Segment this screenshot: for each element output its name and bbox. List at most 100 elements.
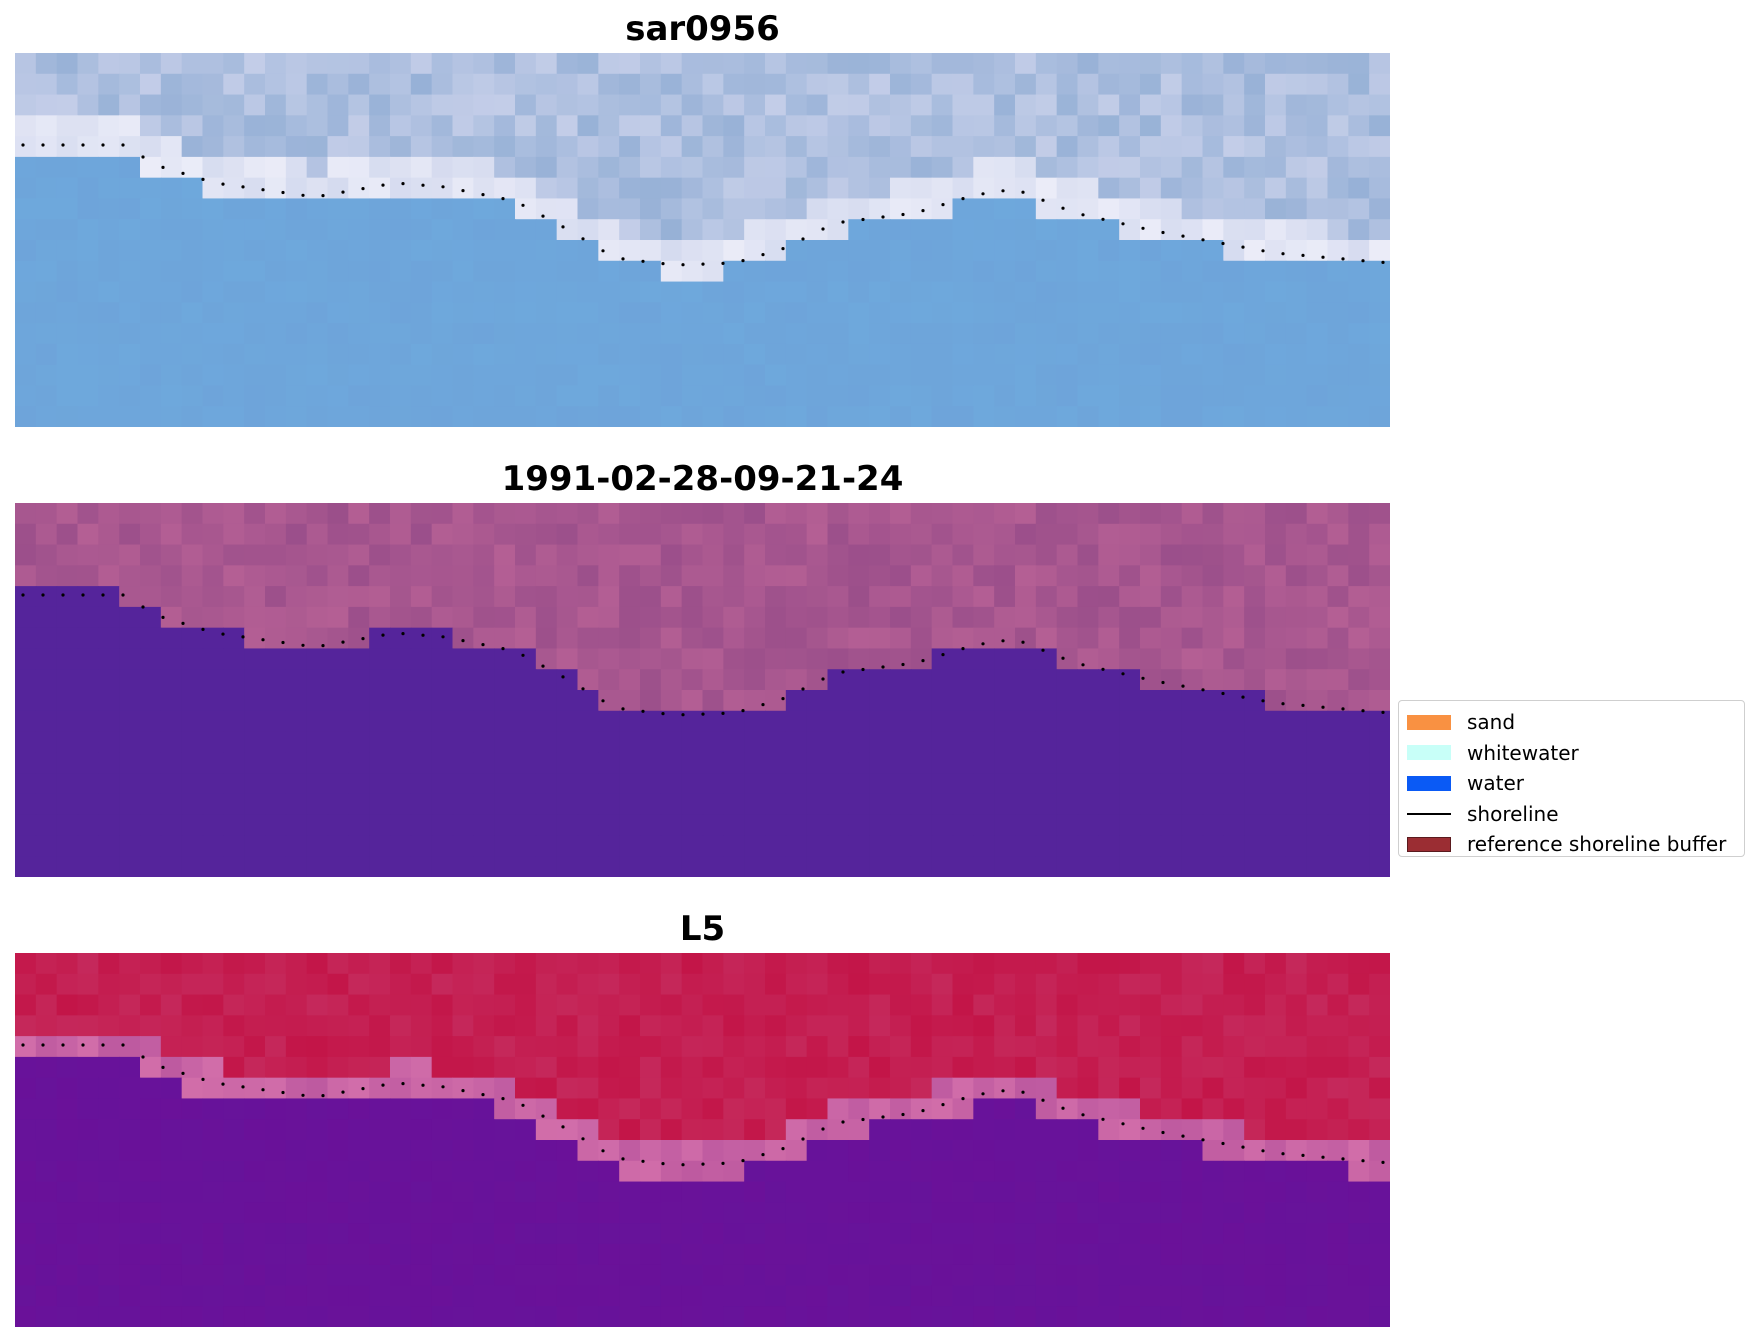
pixel-cell (160, 1036, 183, 1058)
pixel-cell (869, 586, 891, 608)
pixel-cell (431, 565, 454, 587)
pixel-cell (140, 814, 162, 837)
shoreline-point (981, 1092, 985, 1096)
pixel-cell (285, 1223, 308, 1245)
pixel-cell (1327, 1140, 1349, 1162)
pixel-cell (827, 1140, 849, 1162)
pixel-cell (265, 1223, 287, 1245)
pixel-cell (827, 156, 849, 179)
pixel-cell (473, 1098, 495, 1120)
pixel-cell (1077, 690, 1099, 712)
pixel-cell (285, 94, 308, 116)
pixel-cell (98, 690, 120, 712)
pixel-cell (1056, 1119, 1079, 1141)
pixel-cell (619, 1056, 641, 1079)
pixel-cell (1348, 302, 1370, 324)
pixel-cell (785, 302, 808, 324)
shoreline-point (801, 687, 805, 691)
pixel-cell (1306, 73, 1329, 96)
pixel-cell (931, 953, 954, 975)
pixel-cell (535, 606, 558, 629)
pixel-cell (765, 1243, 787, 1266)
pixel-cell (1348, 53, 1370, 75)
pixel-cell (285, 177, 308, 200)
pixel-cell (848, 648, 870, 670)
pixel-cell (56, 669, 79, 691)
pixel-cell (56, 1181, 79, 1203)
pixel-cell (1098, 219, 1120, 241)
pixel-cell (973, 343, 995, 366)
pixel-cell (1285, 503, 1308, 525)
pixel-cell (285, 648, 308, 670)
pixel-cell (1015, 343, 1037, 366)
pixel-cell (202, 710, 224, 733)
pixel-cell (785, 835, 808, 857)
pixel-cell (1056, 752, 1079, 774)
pixel-cell (619, 364, 641, 387)
shoreline-point (521, 1103, 525, 1107)
pixel-cell (265, 1098, 287, 1120)
pixel-cell (1327, 793, 1349, 816)
pixel-cell (848, 1036, 870, 1058)
pixel-cell (848, 565, 870, 587)
pixel-cell (556, 260, 579, 283)
pixel-cell (181, 953, 204, 975)
pixel-cell (98, 115, 120, 137)
pixel-cell (1244, 53, 1266, 75)
pixel-cell (98, 1202, 120, 1224)
pixel-cell (56, 177, 79, 200)
pixel-cell (98, 710, 120, 733)
pixel-cell (98, 219, 120, 241)
pixel-cell (765, 94, 787, 116)
pixel-cell (890, 1119, 912, 1141)
pixel-cell (785, 136, 808, 158)
pixel-cell (1285, 814, 1308, 837)
pixel-cell (431, 1306, 454, 1327)
pixel-cell (765, 364, 787, 387)
pixel-cell (1265, 565, 1287, 587)
pixel-cell (869, 1015, 891, 1037)
pixel-cell (1077, 136, 1099, 158)
pixel-cell (223, 793, 245, 816)
pixel-cell (598, 565, 620, 587)
pixel-cell (473, 627, 495, 650)
pixel-cell (1181, 323, 1204, 345)
pixel-cell (140, 1160, 162, 1183)
pixel-cell (1327, 406, 1349, 427)
pixel-cell (1306, 565, 1329, 587)
pixel-cell (1056, 219, 1079, 241)
pixel-cell (660, 260, 683, 283)
pixel-cell (285, 710, 308, 733)
shoreline-point (1161, 680, 1165, 685)
pixel-cell (1015, 648, 1037, 670)
pixel-cell (535, 752, 558, 774)
shoreline-point (261, 638, 265, 642)
pixel-cell (1285, 1077, 1308, 1100)
pixel-cell (1202, 1036, 1224, 1058)
legend-item-water: water (1407, 768, 1736, 799)
pixel-cell (1223, 953, 1245, 975)
pixel-cell (681, 1098, 704, 1120)
pixel-cell (1098, 973, 1120, 996)
pixel-cell (869, 773, 891, 795)
pixel-cell (431, 1202, 454, 1224)
pixel-cell (660, 565, 683, 587)
pixel-cell (577, 1098, 599, 1120)
pixel-cell (973, 1306, 995, 1327)
pixel-cell (35, 994, 58, 1016)
pixel-cell (1015, 814, 1037, 837)
pixel-cell (473, 156, 495, 179)
pixel-cell (306, 281, 329, 303)
pixel-cell (890, 1036, 912, 1058)
pixel-cell (577, 1285, 599, 1307)
pixel-cell (1015, 406, 1037, 427)
pixel-cell (1160, 814, 1183, 837)
pixel-cell (1244, 835, 1266, 857)
pixel-cell (1202, 814, 1224, 837)
pixel-cell (1140, 1098, 1162, 1120)
pixel-cell (1223, 323, 1245, 345)
pixel-cell (1348, 198, 1370, 220)
pixel-cell (931, 198, 954, 220)
pixel-cell (890, 1181, 912, 1203)
shoreline-point (301, 643, 305, 647)
